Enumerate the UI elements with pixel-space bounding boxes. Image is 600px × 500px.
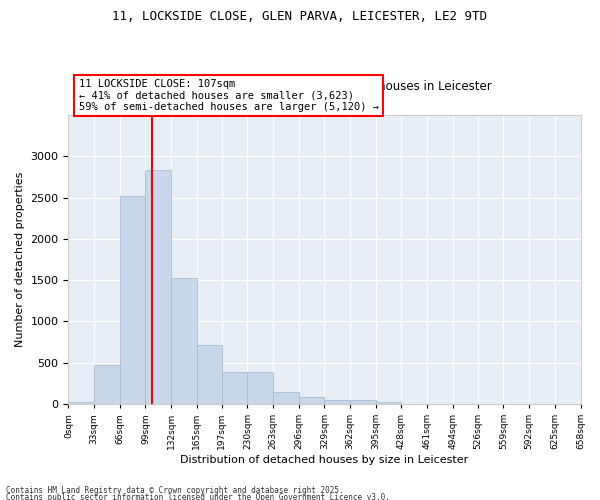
Text: Contains public sector information licensed under the Open Government Licence v3: Contains public sector information licen…	[6, 494, 390, 500]
Bar	[325, 400, 350, 404]
Bar	[197, 344, 222, 404]
Bar	[171, 278, 197, 404]
Bar	[222, 372, 247, 404]
Bar	[68, 402, 94, 404]
X-axis label: Distribution of detached houses by size in Leicester: Distribution of detached houses by size …	[181, 455, 469, 465]
Bar	[145, 170, 171, 404]
Text: 11 LOCKSIDE CLOSE: 107sqm
← 41% of detached houses are smaller (3,623)
59% of se: 11 LOCKSIDE CLOSE: 107sqm ← 41% of detac…	[79, 79, 379, 112]
Bar	[94, 365, 120, 404]
Bar	[247, 372, 273, 404]
Y-axis label: Number of detached properties: Number of detached properties	[15, 172, 25, 347]
Title: Size of property relative to detached houses in Leicester: Size of property relative to detached ho…	[157, 80, 492, 93]
Bar	[273, 392, 299, 404]
Bar	[376, 402, 401, 404]
Bar	[299, 398, 325, 404]
Text: 11, LOCKSIDE CLOSE, GLEN PARVA, LEICESTER, LE2 9TD: 11, LOCKSIDE CLOSE, GLEN PARVA, LEICESTE…	[113, 10, 487, 23]
Bar	[120, 196, 145, 404]
Bar	[350, 400, 376, 404]
Text: Contains HM Land Registry data © Crown copyright and database right 2025.: Contains HM Land Registry data © Crown c…	[6, 486, 344, 495]
